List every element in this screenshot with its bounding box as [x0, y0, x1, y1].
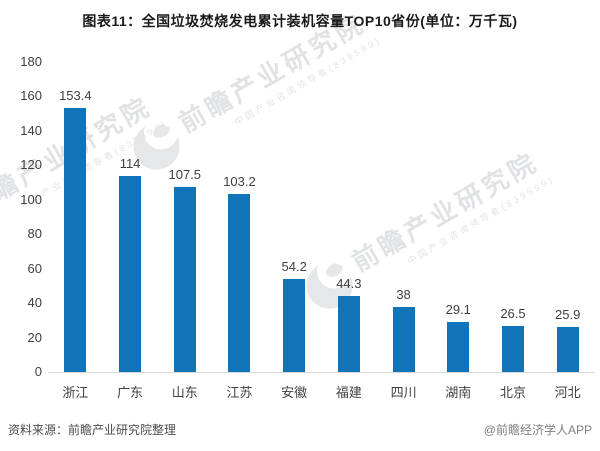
- bar: [447, 321, 470, 372]
- bar-slot: 44.3: [322, 62, 377, 372]
- y-tick-label: 160: [20, 88, 42, 104]
- bar: [64, 107, 87, 372]
- bar-value-label: 44.3: [336, 275, 362, 291]
- bar-value-label: 26.5: [500, 306, 526, 322]
- chart-title: 图表11：全国垃圾焚烧发电累计装机容量TOP10省份(单位：万千瓦): [82, 13, 518, 29]
- x-tick-label: 河北: [554, 385, 581, 400]
- bar: [337, 295, 360, 372]
- bar-slot: 25.9: [540, 62, 595, 372]
- source-note: 资料来源：前瞻产业研究院整理: [8, 423, 177, 437]
- bar-value-label: 103.2: [223, 174, 256, 190]
- bar: [283, 278, 306, 372]
- bar-slot: 26.5: [486, 62, 541, 372]
- x-tick-label: 福建: [335, 385, 362, 400]
- x-tick-label: 浙江: [62, 385, 89, 400]
- x-tick-label: 山东: [171, 385, 198, 400]
- bar: [228, 194, 251, 372]
- y-tick-label: 60: [27, 260, 42, 276]
- bar-value-label: 107.5: [168, 166, 202, 182]
- bar: [556, 327, 579, 372]
- bar: [501, 326, 524, 372]
- x-tick-label: 广东: [117, 385, 144, 400]
- bar-value-label: 153.4: [59, 87, 92, 103]
- bar-value-label: 29.1: [445, 301, 471, 317]
- y-axis: 0 20 40 60 80 100 120 140 160 180: [0, 54, 42, 379]
- bar-slot: 29.1: [431, 62, 486, 372]
- bar: [119, 175, 142, 372]
- bar-slot: 38: [376, 62, 431, 372]
- y-tick-label: 20: [27, 329, 42, 345]
- x-tick-label: 北京: [499, 385, 526, 400]
- x-tick-label: 四川: [390, 385, 417, 400]
- bar: [392, 306, 415, 372]
- x-tick-label: 湖南: [445, 385, 472, 400]
- bar-slot: 114: [103, 62, 158, 372]
- bar-value-label: 25.9: [555, 307, 581, 323]
- bar-slot: 103.2: [212, 62, 267, 372]
- y-tick-label: 140: [20, 122, 42, 138]
- y-tick-label: 0: [34, 364, 42, 379]
- bar-value-label: 114: [119, 155, 141, 171]
- y-tick-label: 180: [20, 54, 42, 69]
- plot-area: 153.4 114 107.5 103.2 54.2 44.3 38 29.1 26.5 25.9: [48, 62, 595, 373]
- y-tick-label: 80: [27, 226, 42, 242]
- y-tick-label: 100: [20, 191, 42, 207]
- bar-slot: 153.4: [48, 62, 103, 372]
- x-axis: 浙江 广东 山东 江苏 安徽 福建 四川 湖南 北京 河北: [48, 382, 595, 401]
- y-tick-label: 40: [27, 295, 42, 311]
- bar-value-label: 54.2: [281, 258, 307, 274]
- bar-value-label: 38: [396, 286, 411, 302]
- x-tick-label: 安徽: [281, 385, 308, 400]
- x-tick-label: 江苏: [226, 385, 253, 400]
- credit-note: @前瞻经济学人APP: [483, 423, 592, 437]
- bar-slot: 54.2: [267, 62, 322, 372]
- bars-row: 153.4 114 107.5 103.2 54.2 44.3 38 29.1 26.5 25.9: [48, 62, 595, 372]
- bar-slot: 107.5: [157, 62, 212, 372]
- y-tick-label: 120: [20, 157, 42, 173]
- bar: [173, 186, 196, 372]
